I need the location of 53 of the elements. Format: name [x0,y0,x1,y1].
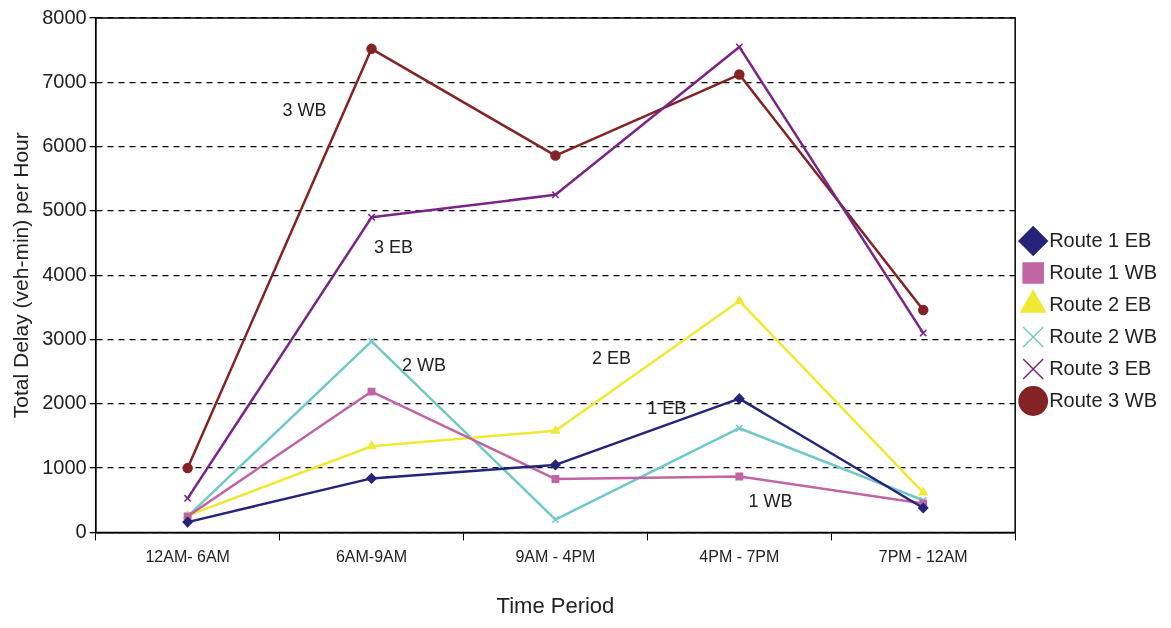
legend-label: Route 3 WB [1049,388,1158,411]
point [734,295,744,304]
point [550,459,561,471]
annotation: 1 EB [647,397,687,418]
point [366,473,377,484]
x-tick-label: 7PM - 12AM [878,548,968,566]
y-tick-label: 4000 [42,262,87,285]
y-axis-title: Total Delay (veh-min) per Hour [9,132,33,419]
annotation: 3 EB [374,237,414,258]
y-tick-label: 6000 [42,134,87,157]
x-tick-label: 4PM - 7PM [699,548,780,566]
point [366,440,377,450]
legend-label: Route 1 WB [1049,260,1158,283]
legend-label: Route 2 WB [1049,324,1158,347]
point [735,43,744,51]
y-tick-label: 3000 [42,327,87,350]
legend-label: Route 3 EB [1049,356,1152,379]
legend-label: Route 2 EB [1049,292,1152,315]
point [917,502,929,514]
y-tick-label: 8000 [42,5,87,28]
x-tick-label: 9AM - 4PM [515,548,596,566]
y-tick-label: 5000 [42,198,87,221]
point [735,472,744,481]
point [550,150,561,161]
point [367,387,376,396]
point [918,487,928,496]
point [183,494,192,503]
point [734,393,745,404]
x-tick-label: 12AM- 6AM [145,548,230,566]
point [551,190,560,199]
x-axis-title: Time Period [496,592,615,618]
point [182,462,193,474]
point [366,43,377,55]
annotation: 3 WB [282,100,327,121]
point [550,425,561,434]
point [917,304,929,316]
point [182,516,193,528]
y-tick-label: 7000 [42,69,87,92]
point [551,515,560,524]
y-tick-label: 1000 [42,455,87,478]
point [919,329,928,337]
point [367,337,376,346]
x-tick-label: 6AM-9AM [335,548,408,566]
point [735,424,744,433]
y-tick-label: 2000 [42,391,87,414]
annotation: 2 WB [401,354,446,375]
legend-label: Route 1 EB [1049,228,1152,251]
point [551,475,560,483]
point [367,213,376,222]
y-tick-label: 0 [75,519,87,542]
annotation: 2 EB [592,347,632,368]
point [734,69,745,80]
annotation: 1 WB [748,490,793,511]
